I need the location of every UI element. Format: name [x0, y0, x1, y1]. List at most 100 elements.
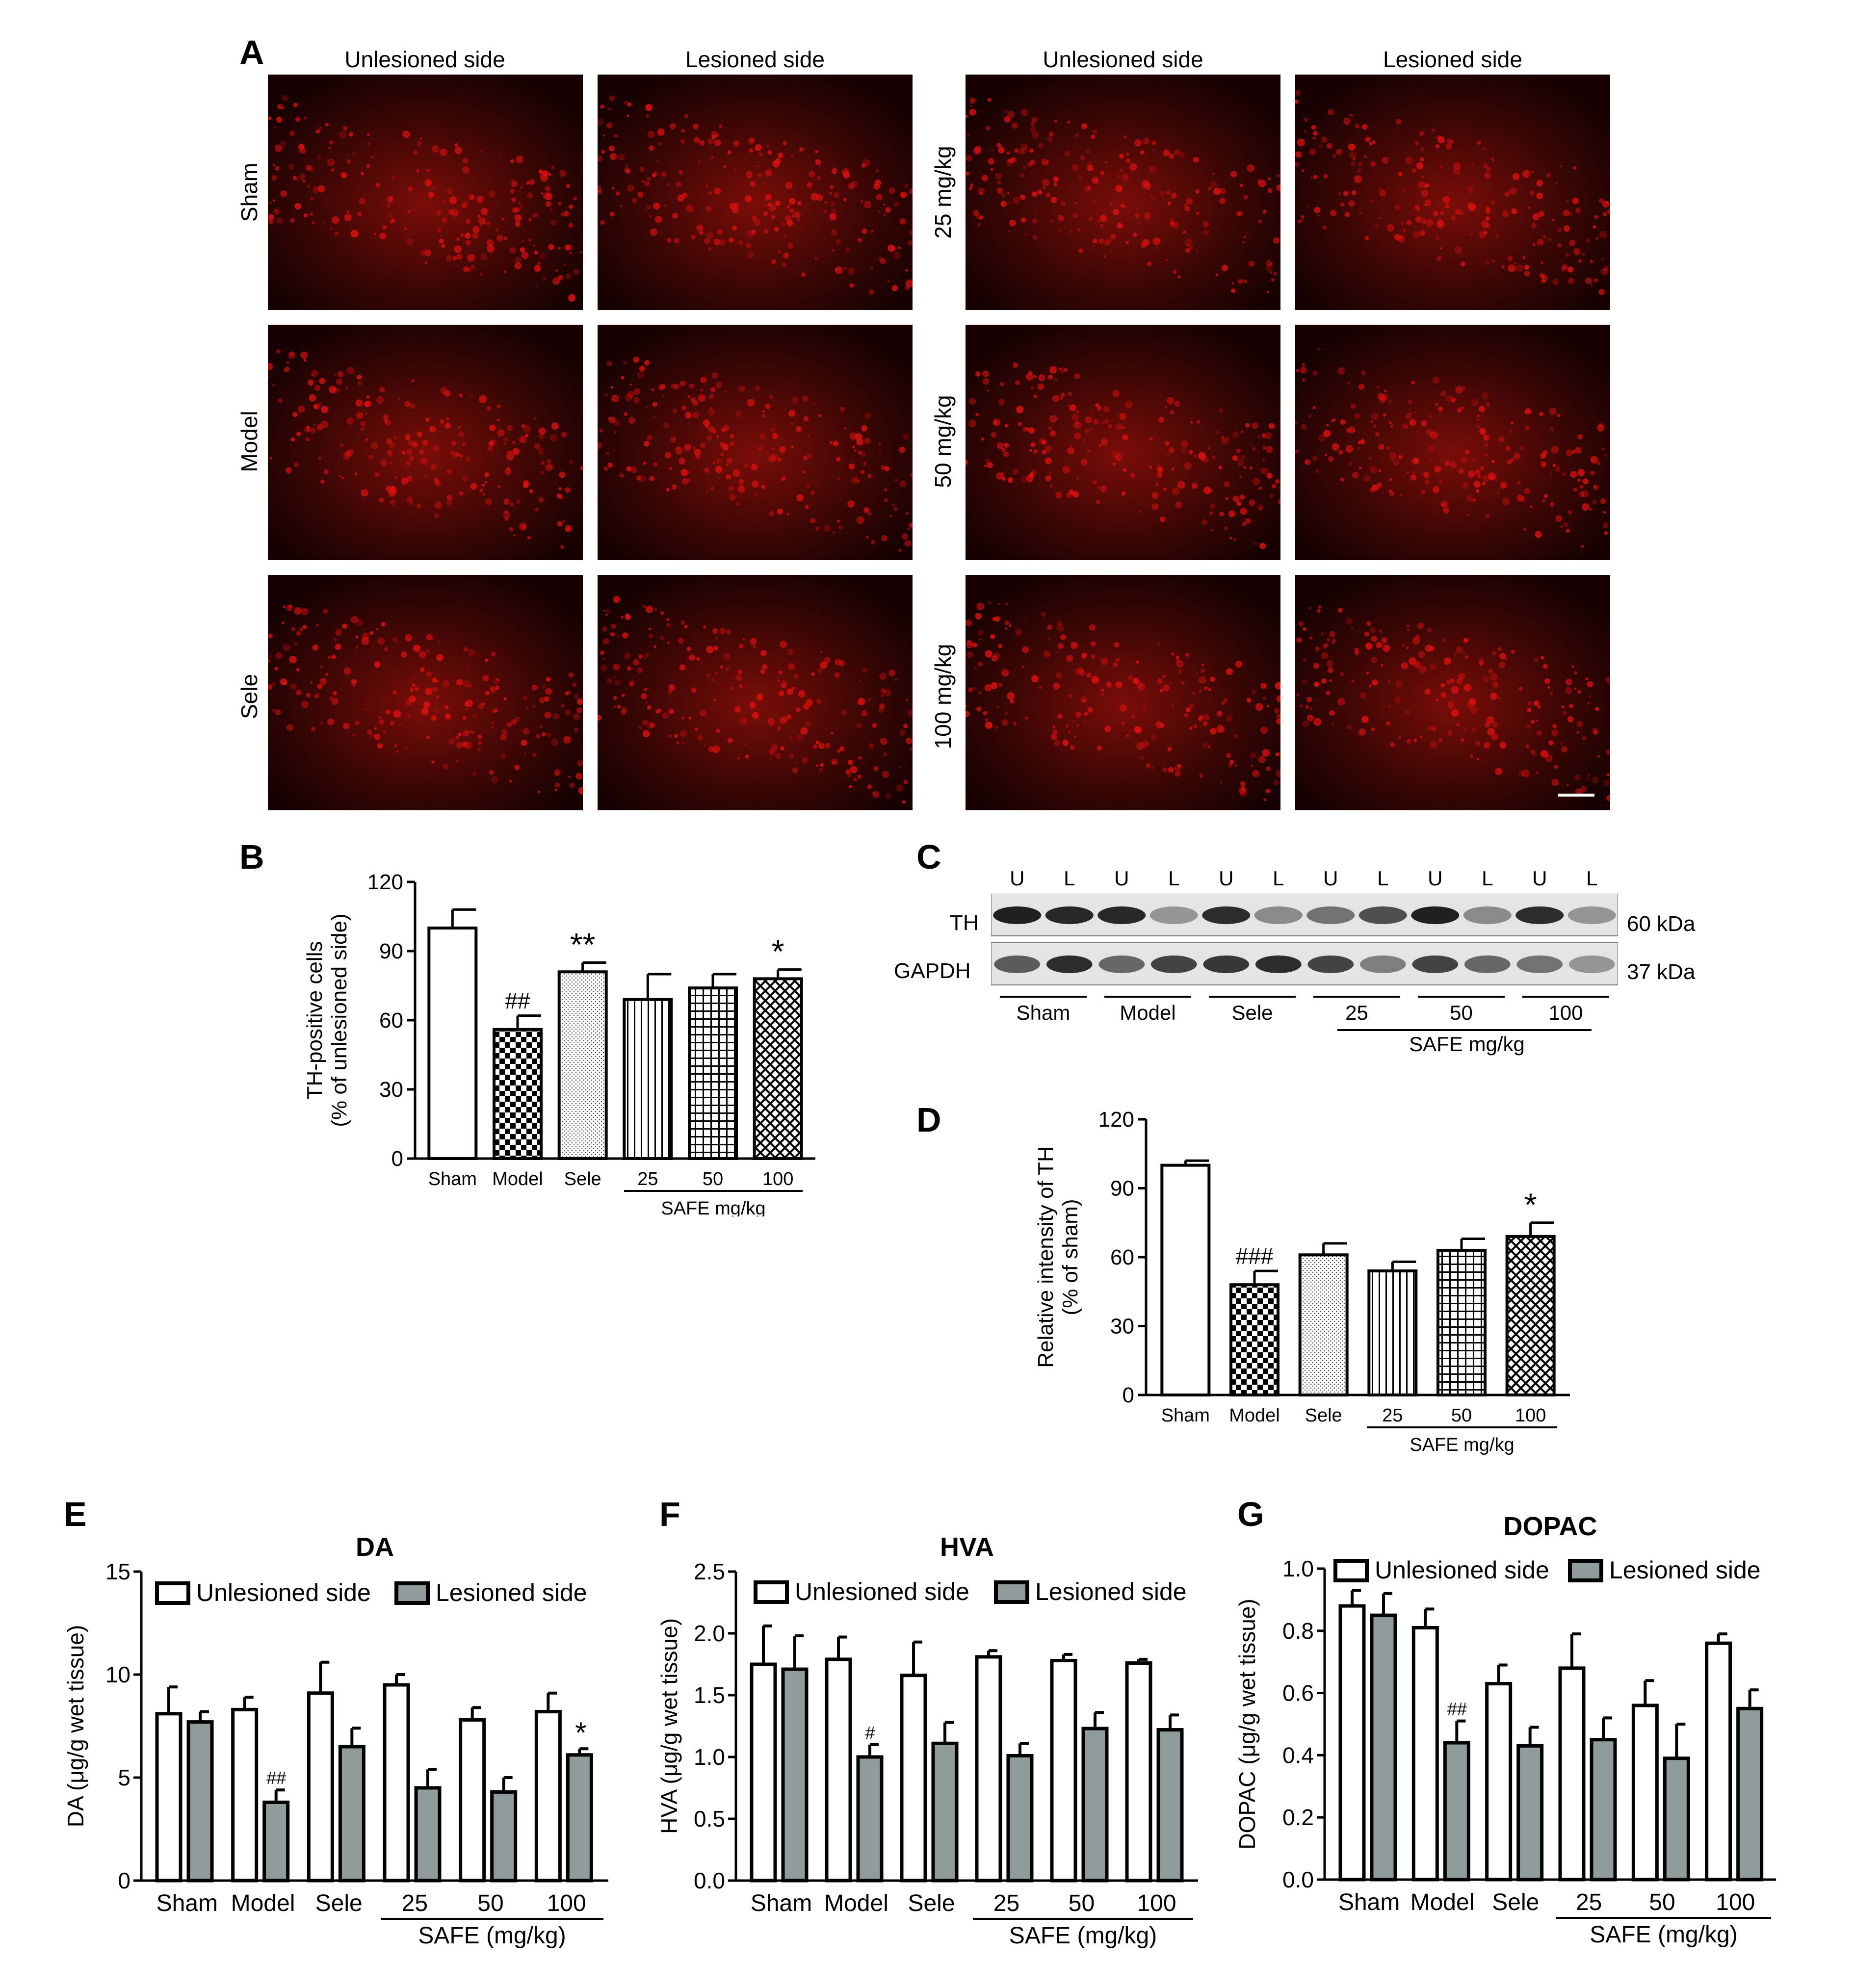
x-tick-label: 25	[402, 1890, 428, 1916]
legend-swatch-unlesioned	[754, 1580, 789, 1604]
col-label-unlesioned-1: Unlesioned side	[344, 47, 505, 72]
blot-band-th	[993, 906, 1042, 924]
blot-band-gapdh	[1098, 955, 1145, 973]
y-tick-label: 60	[1110, 1245, 1134, 1269]
x-tick-label: 100	[547, 1890, 586, 1916]
row-label-100mg: 100 mg/kg	[930, 644, 956, 749]
legend-swatch-unlesioned	[155, 1581, 190, 1605]
group-label: SAFE mg/kg	[1410, 1435, 1514, 1455]
bar-50-lesioned	[490, 1790, 518, 1883]
bar-100-unlesioned	[534, 1710, 562, 1883]
group-label: SAFE mg/kg	[661, 1198, 765, 1216]
scale-bar	[1558, 794, 1594, 797]
blot-band-th	[1202, 906, 1251, 924]
chart-f: HVA Unlesioned side Lesioned side 0.0 0.5 1.0…	[656, 1532, 1198, 1949]
blot-band-gapdh	[994, 955, 1041, 973]
bar-sham-unlesioned	[1338, 1604, 1366, 1882]
y-tick-label: 120	[367, 870, 403, 894]
group-label: SAFE (mg/kg)	[418, 1923, 566, 1949]
bar-100-lesioned	[566, 1753, 593, 1883]
blot-lane-2-lesioned: L	[1064, 867, 1075, 890]
bar-25	[1367, 1269, 1418, 1396]
bar-25-lesioned	[414, 1786, 442, 1883]
bar-25-unlesioned	[1558, 1666, 1586, 1882]
bar-100	[1505, 1235, 1556, 1396]
blot-size-37kda: 37 kDa	[1627, 960, 1696, 984]
bar-sham-lesioned	[1370, 1613, 1397, 1882]
significance-mark: #	[865, 1723, 875, 1743]
blot-band-th	[1254, 906, 1303, 924]
x-tick-label: Sham	[1161, 1405, 1210, 1426]
bar-model-unlesioned	[231, 1707, 259, 1883]
bar-50-lesioned	[1081, 1727, 1109, 1883]
bar-50-unlesioned	[1050, 1658, 1077, 1883]
row-label-sham: Sham	[236, 162, 262, 222]
y-tick-label: 2.0	[694, 1621, 725, 1646]
group-label: SAFE (mg/kg)	[1009, 1923, 1157, 1949]
blot-band-th	[1306, 906, 1355, 924]
panel-label-g: G	[1237, 1495, 1264, 1533]
significance-mark: **	[570, 927, 595, 963]
panel-label-d: D	[916, 1101, 941, 1139]
chart-b: 0 30 60 90 120 Sham Model ## Sele ** 25 50 100 * SAFE …	[303, 870, 815, 1216]
blot-lane-8-lesioned: L	[1377, 867, 1389, 890]
row-label-model: Model	[236, 411, 262, 472]
blot-band-gapdh	[1359, 955, 1406, 973]
row-label-25mg: 25 mg/kg	[930, 146, 956, 239]
bar-model-unlesioned	[825, 1657, 852, 1883]
x-tick-label: 25	[993, 1890, 1019, 1916]
significance-mark: ##	[505, 988, 530, 1014]
legend-label-unlesioned: Unlesioned side	[196, 1579, 371, 1606]
legend-swatch-lesioned	[1568, 1559, 1603, 1582]
y-tick-label: 15	[105, 1559, 131, 1584]
y-axis-title: TH-positive cells(% of unlesioned side)	[303, 913, 351, 1127]
chart-title: HVA	[940, 1532, 994, 1562]
bar-sham-lesioned	[186, 1720, 214, 1883]
legend-swatch-unlesioned	[1333, 1559, 1369, 1582]
bar-model-lesioned	[262, 1800, 290, 1883]
y-tick-label: 5	[118, 1765, 131, 1790]
bar-100-lesioned	[1156, 1728, 1184, 1883]
western-blot-image	[991, 894, 1618, 985]
y-tick-label: 1.0	[1282, 1556, 1314, 1581]
bar-sham-lesioned	[781, 1667, 809, 1883]
y-tick-label: 0	[392, 1147, 403, 1171]
y-axis-title: Relative intensity of TH(% of sham)	[1034, 1146, 1082, 1368]
x-tick-label: 100	[1137, 1890, 1176, 1916]
bar-sele-lesioned	[1516, 1744, 1544, 1882]
y-axis-title: HVA (μg/g wet tissue)	[656, 1618, 682, 1834]
blot-band-gapdh	[1307, 955, 1354, 973]
micrograph-r3-c2	[598, 575, 913, 810]
blot-group-100: 100	[1548, 1001, 1583, 1024]
bar-sele-unlesioned	[307, 1691, 334, 1883]
y-axis-title: DA (μg/g wet tissue)	[63, 1625, 88, 1828]
blot-band-th	[1358, 906, 1407, 924]
blot-band-th	[1411, 906, 1460, 924]
bar-model-lesioned	[856, 1755, 884, 1883]
x-tick-label: 50	[477, 1890, 503, 1916]
blot-band-gapdh	[1412, 955, 1459, 973]
x-tick-label: Sele	[908, 1890, 955, 1916]
y-tick-label: 30	[379, 1078, 403, 1102]
micrograph-r1-c3	[966, 75, 1280, 310]
blot-band-th	[1097, 906, 1146, 924]
bar-sham	[1160, 1163, 1211, 1397]
bar-sele-unlesioned	[1485, 1682, 1513, 1882]
panel-label-c: C	[916, 838, 941, 876]
x-tick-label: Model	[231, 1890, 295, 1916]
bar-sele-lesioned	[931, 1741, 959, 1883]
micrograph-r1-c2	[598, 75, 913, 310]
blot-group-underline	[1522, 996, 1609, 998]
legend-label-lesioned: Lesioned side	[436, 1579, 587, 1606]
y-tick-label: 0	[118, 1868, 131, 1893]
y-tick-label: 1.0	[694, 1744, 725, 1770]
blot-treatment-label: SAFE mg/kg	[1409, 1033, 1525, 1056]
bar-model	[1229, 1283, 1280, 1397]
y-tick-label: 120	[1098, 1108, 1134, 1132]
bar-25	[623, 998, 673, 1160]
blot-band-gapdh	[1255, 955, 1302, 973]
bar-sham-unlesioned	[750, 1662, 777, 1883]
x-tick-label: Model	[1229, 1405, 1280, 1426]
y-tick-label: 2.5	[694, 1559, 725, 1584]
